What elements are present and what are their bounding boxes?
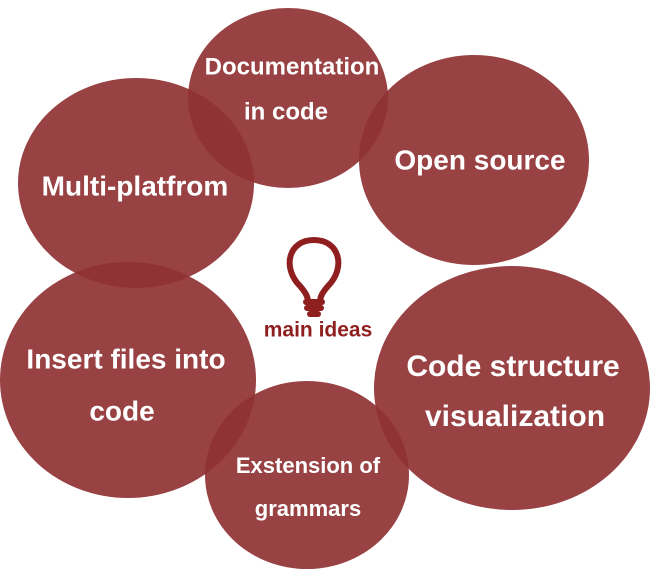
- lightbulb-icon: [286, 237, 342, 317]
- grammars-label-line2: grammars: [255, 496, 361, 521]
- bubble-multi-platform: [18, 78, 254, 288]
- documentation-label-line2: in code: [244, 98, 328, 125]
- code-structure-label-line2: visualization: [425, 400, 605, 433]
- bubble-labels-layer: Documentation in code Open source Multi-…: [26, 53, 619, 520]
- bubbles-layer: [0, 8, 650, 569]
- open-source-label: Open source: [394, 144, 565, 175]
- center-label: main ideas: [264, 319, 373, 342]
- bubble-open-source: [359, 55, 589, 265]
- bubble-code-structure: [374, 266, 650, 510]
- documentation-label-line1: Documentation: [205, 53, 380, 80]
- insert-files-label-line1: Insert files into: [26, 343, 225, 374]
- grammars-label-line1: Exstension of: [236, 453, 381, 478]
- bubble-insert-files: [0, 262, 256, 498]
- code-structure-label-line1: Code structure: [406, 350, 619, 383]
- bubble-grammars: [205, 381, 409, 569]
- insert-files-label-line2: code: [89, 395, 154, 426]
- multi-platform-label: Multi-platfrom: [42, 170, 229, 201]
